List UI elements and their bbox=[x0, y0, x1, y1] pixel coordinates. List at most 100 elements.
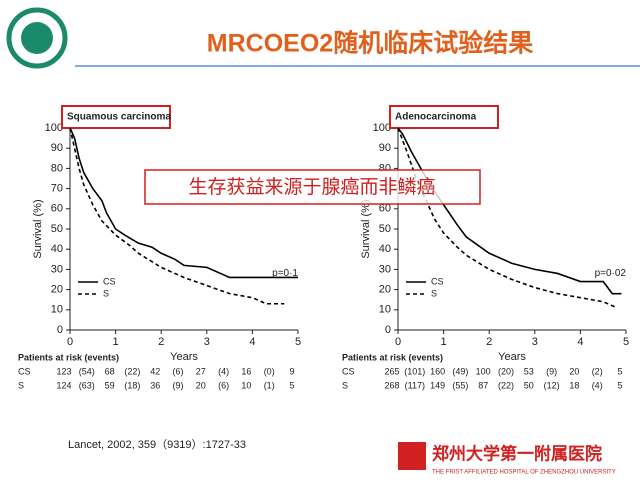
risk-cell: (9) bbox=[173, 380, 184, 390]
y-tick-label: 50 bbox=[379, 223, 391, 235]
legend-label: S bbox=[103, 288, 109, 298]
citation: Lancet, 2002, 359（9319）:1727-33 bbox=[68, 438, 246, 451]
risk-cell: 50 bbox=[524, 380, 534, 390]
risk-cell: 149 bbox=[430, 380, 445, 390]
risk-cell: (22) bbox=[498, 380, 514, 390]
risk-label: CS bbox=[18, 366, 31, 376]
slide-title: MRCOEO2随机临床试验结果 bbox=[207, 29, 533, 58]
risk-cell: 20 bbox=[196, 380, 206, 390]
legend-label: CS bbox=[103, 276, 116, 286]
x-tick-label: 4 bbox=[577, 336, 583, 348]
risk-cell: 5 bbox=[617, 380, 622, 390]
x-tick-label: 0 bbox=[395, 336, 401, 348]
logo-core bbox=[21, 22, 53, 54]
banner: 生存获益来源于腺癌而非鳞癌 bbox=[188, 176, 435, 198]
risk-cell: (101) bbox=[404, 366, 425, 376]
survival-curve bbox=[397, 127, 618, 309]
risk-cell: 10 bbox=[241, 380, 251, 390]
title-box bbox=[389, 105, 499, 129]
x-tick-label: 1 bbox=[441, 336, 447, 348]
y-tick-label: 50 bbox=[51, 223, 63, 235]
y-tick-label: 10 bbox=[51, 304, 63, 316]
risk-cell: (117) bbox=[405, 380, 425, 390]
risk-cell: (1) bbox=[264, 380, 275, 390]
y-axis-label: Survival (%) bbox=[360, 199, 372, 258]
chart-title: Adenocarcinoma bbox=[395, 112, 477, 123]
risk-cell: (20) bbox=[498, 366, 514, 376]
risk-cell: 268 bbox=[384, 380, 399, 390]
risk-cell: (18) bbox=[124, 380, 140, 390]
risk-cell: 100 bbox=[476, 366, 491, 376]
x-tick-label: 3 bbox=[532, 336, 538, 348]
risk-cell: (9) bbox=[546, 366, 557, 376]
y-tick-label: 0 bbox=[57, 324, 63, 336]
x-tick-label: 0 bbox=[67, 336, 73, 348]
title-box bbox=[61, 105, 171, 129]
x-tick-label: 2 bbox=[486, 336, 492, 348]
footer-logo bbox=[398, 442, 426, 470]
risk-cell: (2) bbox=[592, 366, 603, 376]
risk-cell: (49) bbox=[452, 366, 468, 376]
y-tick-label: 60 bbox=[379, 203, 391, 215]
risk-cell: 123 bbox=[56, 366, 71, 376]
y-axis-label: Survival (%) bbox=[32, 199, 44, 258]
y-tick-label: 0 bbox=[385, 324, 391, 336]
y-tick-label: 20 bbox=[51, 284, 63, 296]
y-tick-label: 70 bbox=[51, 183, 63, 195]
legend-label: CS bbox=[431, 276, 444, 286]
annotation: p=0·1 bbox=[272, 268, 298, 279]
x-axis-label: Years bbox=[498, 351, 526, 363]
y-tick-label: 80 bbox=[51, 162, 63, 174]
risk-cell: 27 bbox=[196, 366, 206, 376]
risk-cell: (6) bbox=[173, 366, 184, 376]
risk-cell: 68 bbox=[105, 366, 115, 376]
risk-cell: 265 bbox=[384, 366, 399, 376]
x-tick-label: 5 bbox=[295, 336, 301, 348]
annotation: p=0·02 bbox=[595, 268, 627, 279]
y-tick-label: 60 bbox=[51, 203, 63, 215]
risk-cell: 59 bbox=[105, 380, 115, 390]
risk-cell: 53 bbox=[524, 366, 534, 376]
chart-title: Squamous carcinoma bbox=[67, 112, 171, 123]
survival-curve bbox=[69, 127, 298, 279]
risk-cell: (63) bbox=[79, 380, 95, 390]
y-tick-label: 30 bbox=[379, 263, 391, 275]
risk-header: Patients at risk (events) bbox=[342, 352, 443, 362]
y-tick-label: 40 bbox=[379, 243, 391, 255]
risk-cell: 5 bbox=[617, 366, 622, 376]
y-tick-label: 100 bbox=[45, 122, 63, 134]
x-tick-label: 4 bbox=[249, 336, 255, 348]
risk-cell: 5 bbox=[289, 380, 294, 390]
risk-cell: 42 bbox=[150, 366, 160, 376]
risk-cell: 160 bbox=[430, 366, 445, 376]
footer-english: THE FRIST AFFILIATED HOSPITAL OF ZHENGZH… bbox=[432, 470, 616, 476]
risk-cell: 18 bbox=[569, 380, 579, 390]
risk-label: S bbox=[18, 380, 24, 390]
legend-label: S bbox=[431, 288, 437, 298]
risk-cell: 124 bbox=[56, 380, 71, 390]
y-tick-label: 20 bbox=[379, 284, 391, 296]
x-tick-label: 2 bbox=[158, 336, 164, 348]
y-tick-label: 30 bbox=[51, 263, 63, 275]
risk-cell: 20 bbox=[569, 366, 579, 376]
risk-cell: (22) bbox=[124, 366, 140, 376]
risk-cell: 87 bbox=[478, 380, 488, 390]
risk-cell: (55) bbox=[452, 380, 468, 390]
y-tick-label: 100 bbox=[373, 122, 391, 134]
risk-cell: (54) bbox=[79, 366, 95, 376]
survival-curve bbox=[397, 127, 622, 295]
footer-name: 郑州大学第一附属医院 bbox=[432, 443, 602, 463]
risk-cell: (4) bbox=[218, 366, 229, 376]
survival-curve bbox=[69, 127, 285, 305]
x-axis-label: Years bbox=[170, 351, 198, 363]
risk-cell: 16 bbox=[241, 366, 251, 376]
y-tick-label: 90 bbox=[51, 142, 63, 154]
banner-box bbox=[144, 169, 481, 205]
risk-cell: 9 bbox=[289, 366, 294, 376]
y-tick-label: 90 bbox=[379, 142, 391, 154]
y-tick-label: 10 bbox=[379, 304, 391, 316]
x-tick-label: 3 bbox=[204, 336, 210, 348]
risk-label: S bbox=[342, 380, 348, 390]
